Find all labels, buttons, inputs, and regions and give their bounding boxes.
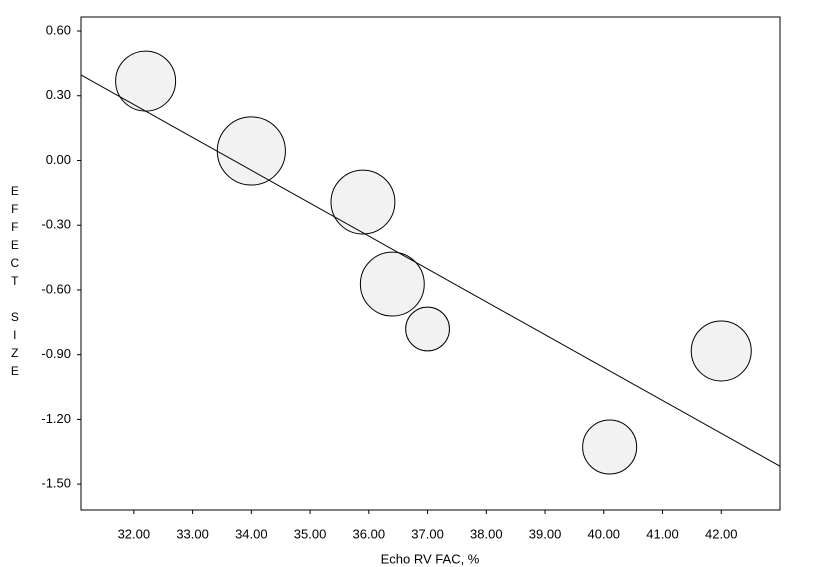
x-tick-label: 42.00 [705, 526, 738, 541]
y-tick-label: -1.50 [41, 476, 71, 491]
regression-line [80, 74, 781, 467]
y-tick-label: 0.00 [46, 152, 71, 167]
y-tick-label: 0.30 [46, 87, 71, 102]
bubble [582, 419, 638, 475]
bubble [115, 50, 177, 112]
y-tick-label: -0.90 [41, 346, 71, 361]
x-tick-label: 35.00 [294, 526, 327, 541]
bubble [216, 116, 286, 186]
plot-frame [80, 16, 781, 511]
x-axis-label: Echo RV FAC, % [381, 551, 480, 566]
y-axis-label: EFFECT SIZE [8, 184, 22, 382]
bubble [359, 251, 425, 317]
bubble [405, 306, 450, 352]
x-tick-label: 41.00 [646, 526, 679, 541]
y-tick-label: -0.30 [41, 217, 71, 232]
x-tick-label: 34.00 [235, 526, 268, 541]
bubble [330, 169, 396, 235]
x-tick-label: 39.00 [529, 526, 562, 541]
x-tick-label: 32.00 [118, 526, 151, 541]
y-tick-label: -1.20 [41, 411, 71, 426]
x-tick-label: 38.00 [470, 526, 503, 541]
bubble [690, 320, 752, 382]
y-tick-label: 0.60 [46, 22, 71, 37]
x-tick-label: 33.00 [176, 526, 209, 541]
x-tick-label: 36.00 [353, 526, 386, 541]
y-tick-label: -0.60 [41, 281, 71, 296]
x-tick-label: 40.00 [588, 526, 621, 541]
x-tick-label: 37.00 [411, 526, 444, 541]
